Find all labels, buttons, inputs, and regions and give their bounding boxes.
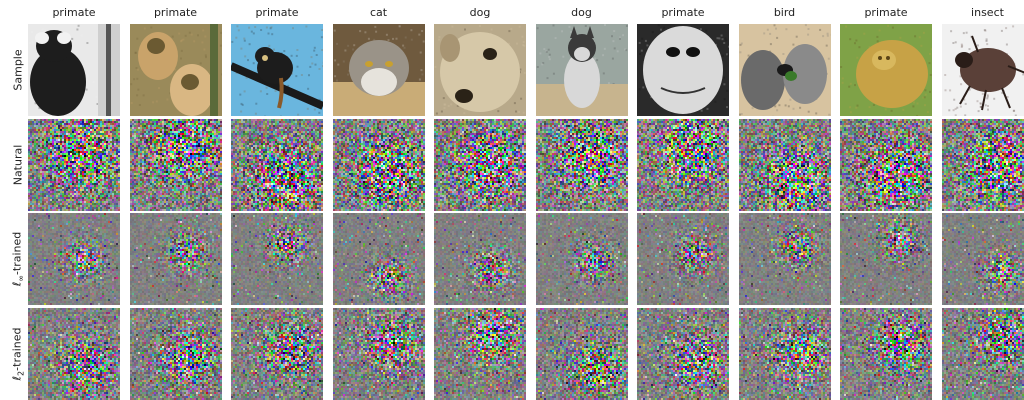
- saliency-map: [840, 119, 932, 211]
- grid-cell: [840, 308, 932, 400]
- saliency-map: [333, 308, 425, 400]
- saliency-map: [28, 308, 120, 400]
- sample-image-golden-monkey: [840, 24, 932, 116]
- grid-cell: [333, 308, 425, 400]
- row-label-0: Sample: [10, 24, 26, 116]
- grid-cell: [637, 213, 729, 305]
- column-label-6: primate: [637, 6, 729, 19]
- saliency-map: [130, 308, 222, 400]
- grid-cell: [739, 119, 831, 211]
- column-label-5: dog: [536, 6, 628, 19]
- grid-cell: [637, 308, 729, 400]
- saliency-map: [536, 119, 628, 211]
- saliency-map: [536, 308, 628, 400]
- saliency-map: [942, 119, 1024, 211]
- row-label-2: ℓ∞-trained: [10, 213, 26, 305]
- grid-cell: [942, 213, 1024, 305]
- saliency-map: [231, 119, 323, 211]
- column-label-3: cat: [333, 6, 425, 19]
- grid-cell: [739, 24, 831, 116]
- sample-image-cat-in-box: [333, 24, 425, 116]
- saliency-map: [739, 119, 831, 211]
- row-label-1: Natural: [10, 119, 26, 211]
- grid-cell: [130, 119, 222, 211]
- grid-cell: [536, 213, 628, 305]
- column-label-1: primate: [130, 6, 222, 19]
- column-label-4: dog: [434, 6, 526, 19]
- grid-cell: [739, 213, 831, 305]
- grid-cell: [637, 119, 729, 211]
- column-label-2: primate: [231, 6, 323, 19]
- sample-image-gibbons: [130, 24, 222, 116]
- grid-cell: [840, 213, 932, 305]
- grid-cell: [637, 24, 729, 116]
- sample-image-parrots: [739, 24, 831, 116]
- sample-image-marmoset: [28, 24, 120, 116]
- grid-cell: [739, 308, 831, 400]
- grid-cell: [536, 24, 628, 116]
- saliency-map: [231, 308, 323, 400]
- grid-cell: [130, 24, 222, 116]
- saliency-map: [536, 213, 628, 305]
- sample-image-husky: [536, 24, 628, 116]
- grid-cell: [333, 24, 425, 116]
- grid-cell: [840, 24, 932, 116]
- saliency-map: [130, 213, 222, 305]
- grid-cell: [942, 24, 1024, 116]
- saliency-map: [333, 119, 425, 211]
- grid-cell: [28, 24, 120, 116]
- saliency-map: [637, 213, 729, 305]
- saliency-map: [434, 213, 526, 305]
- row-label-3: ℓ2-trained: [10, 308, 26, 400]
- saliency-map: [637, 308, 729, 400]
- saliency-map: [434, 119, 526, 211]
- saliency-map: [739, 213, 831, 305]
- sample-image-insect: [942, 24, 1024, 116]
- saliency-map: [28, 213, 120, 305]
- saliency-map: [840, 308, 932, 400]
- column-label-8: primate: [840, 6, 932, 19]
- grid-cell: [942, 119, 1024, 211]
- grid-cell: [434, 119, 526, 211]
- sample-image-primate-face-bw: [637, 24, 729, 116]
- grid-cell: [130, 308, 222, 400]
- saliency-map: [333, 213, 425, 305]
- grid-cell: [434, 213, 526, 305]
- grid-cell: [231, 213, 323, 305]
- saliency-map: [28, 119, 120, 211]
- saliency-map: [840, 213, 932, 305]
- grid-cell: [28, 213, 120, 305]
- grid-cell: [942, 308, 1024, 400]
- grid-cell: [231, 24, 323, 116]
- grid-cell: [840, 119, 932, 211]
- grid-cell: [333, 119, 425, 211]
- grid-cell: [536, 119, 628, 211]
- saliency-map: [942, 213, 1024, 305]
- column-label-7: bird: [739, 6, 831, 19]
- column-label-0: primate: [28, 6, 120, 19]
- saliency-map: [942, 308, 1024, 400]
- saliency-map: [231, 213, 323, 305]
- grid-cell: [333, 213, 425, 305]
- grid-cell: [130, 213, 222, 305]
- grid-cell: [231, 119, 323, 211]
- grid-cell: [434, 24, 526, 116]
- grid-cell: [231, 308, 323, 400]
- column-label-9: insect: [942, 6, 1024, 19]
- sample-image-dog-face: [434, 24, 526, 116]
- grid-cell: [434, 308, 526, 400]
- grid-cell: [536, 308, 628, 400]
- grid-cell: [28, 308, 120, 400]
- sample-image-tamarin-on-branch: [231, 24, 323, 116]
- saliency-map: [637, 119, 729, 211]
- saliency-map: [739, 308, 831, 400]
- grid-cell: [28, 119, 120, 211]
- saliency-map: [130, 119, 222, 211]
- saliency-map: [434, 308, 526, 400]
